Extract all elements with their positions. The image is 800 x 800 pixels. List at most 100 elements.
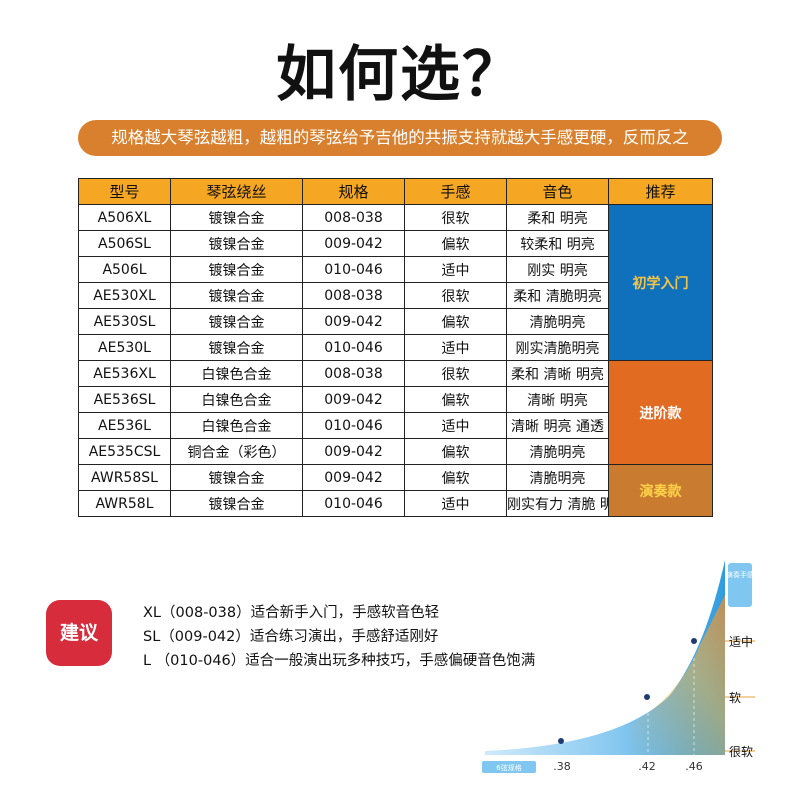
table-row: A506SL 镀镍合金 009-042 偏软 较柔和 明亮 [78, 230, 713, 257]
feel-curve-chart: 演奏手感 6弦规格 .38 .42 .46 很软 软 适中 008-038 00… [482, 560, 755, 773]
x-tick-38: .38 [553, 760, 571, 773]
cell-model: AE536SL [78, 386, 171, 413]
x-tick-46: .46 [685, 760, 703, 773]
cell-winding: 白镍色合金 [170, 412, 303, 439]
cell-tone: 清晰 明亮 [506, 386, 609, 413]
cell-winding: 白镍色合金 [170, 386, 303, 413]
recommend-advanced: 进阶款 [608, 360, 713, 465]
cell-gauge: 009-042 [302, 464, 405, 491]
cell-feel: 偏软 [404, 230, 507, 257]
cell-feel: 很软 [404, 282, 507, 309]
cell-tone: 刚实有力 清脆 明亮 [506, 490, 609, 517]
cell-model: A506L [78, 256, 171, 283]
cell-feel: 适中 [404, 334, 507, 361]
table-row: AWR58L 镀镍合金 010-046 适中 刚实有力 清脆 明亮 [78, 490, 713, 517]
x-title-box [482, 761, 536, 773]
header-winding: 琴弦绕丝 [170, 178, 303, 205]
cell-gauge: 009-042 [302, 230, 405, 257]
cell-winding: 镀镍合金 [170, 282, 303, 309]
table-header-row: 型号 琴弦绕丝 规格 手感 音色 推荐 [78, 178, 713, 205]
cell-gauge: 010-046 [302, 256, 405, 283]
cell-winding: 铜合金（彩色） [170, 438, 303, 465]
cell-model: A506SL [78, 230, 171, 257]
cell-model: AE536L [78, 412, 171, 439]
cell-winding: 镀镍合金 [170, 490, 303, 517]
cell-model: AE530L [78, 334, 171, 361]
y-label-soft: 软 [729, 691, 741, 705]
point-009-042 [644, 694, 650, 700]
table-row: AWR58SL 镀镍合金 009-042 偏软 清脆明亮 演奏款 [78, 464, 713, 517]
advice-list: XL（008-038）适合新手入门，手感软音色轻 SL（009-042）适合练习… [143, 601, 535, 673]
cell-feel: 适中 [404, 490, 507, 517]
cell-gauge: 008-038 [302, 282, 405, 309]
curve-highlight [630, 595, 725, 755]
cell-tone: 柔和 清晰 明亮 [506, 360, 609, 387]
recommend-performance: 演奏款 [608, 464, 713, 517]
cell-gauge: 010-046 [302, 412, 405, 439]
cell-tone: 刚实清脆明亮 [506, 334, 609, 361]
spec-table: 型号 琴弦绕丝 规格 手感 音色 推荐 A506XL 镀镍合金 008-038 … [78, 178, 713, 517]
cell-tone: 刚实 明亮 [506, 256, 609, 283]
cell-gauge: 010-046 [302, 334, 405, 361]
advice-line-xl: XL（008-038）适合新手入门，手感软音色轻 [143, 605, 440, 621]
info-banner: 规格越大琴弦越粗，越粗的琴弦给予吉他的共振支持就越大手感更硬，反而反之 [78, 120, 722, 156]
cell-feel: 偏软 [404, 464, 507, 491]
advice-line-sl: SL（009-042）适合练习演出，手感舒适刚好 [143, 629, 439, 645]
table-row: AE536XL 白镍色合金 008-038 很软 柔和 清晰 明亮 进阶款 [78, 360, 713, 465]
cell-feel: 适中 [404, 412, 507, 439]
cell-model: AE536XL [78, 360, 171, 387]
cell-feel: 偏软 [404, 308, 507, 335]
cell-model: AE535CSL [78, 438, 171, 465]
cell-winding: 白镍色合金 [170, 360, 303, 387]
page-title: 如何选？ [276, 40, 524, 110]
cell-tone: 清脆明亮 [506, 308, 609, 335]
y-label-medium: 适中 [729, 634, 753, 649]
cell-gauge: 009-042 [302, 308, 405, 335]
cell-tone: 较柔和 明亮 [506, 230, 609, 257]
header-gauge: 规格 [302, 178, 405, 205]
table-row: A506XL 镀镍合金 008-038 很软 柔和 明亮 初学入门 [78, 204, 713, 361]
advice-line-l: L （010-046）适合一般演出玩多种技巧，手感偏硬音色饱满 [143, 653, 536, 669]
cell-model: AE530SL [78, 308, 171, 335]
pointer-icon [525, 728, 531, 734]
cell-feel: 很软 [404, 204, 507, 231]
table-row: A506L 镀镍合金 010-046 适中 刚实 明亮 [78, 256, 713, 283]
x-axis-title: 6弦规格 [496, 763, 521, 772]
cell-winding: 镀镍合金 [170, 464, 303, 491]
cell-feel: 偏软 [404, 438, 507, 465]
recommend-beginner: 初学入门 [608, 204, 713, 361]
cell-feel: 很软 [404, 360, 507, 387]
cell-feel: 适中 [404, 256, 507, 283]
cell-model: AE530XL [78, 282, 171, 309]
header-feel: 手感 [404, 178, 507, 205]
header-model: 型号 [78, 178, 171, 205]
cell-model: AWR58L [78, 490, 171, 517]
point-label-009-042: 009-042 [604, 689, 637, 698]
cell-feel: 偏软 [404, 386, 507, 413]
point-label-010-046: 010-046 [656, 637, 689, 646]
pointer-icon [646, 638, 652, 644]
point-008-038 [558, 738, 564, 744]
cell-winding: 镀镍合金 [170, 230, 303, 257]
cell-gauge: 009-042 [302, 386, 405, 413]
cell-gauge: 010-046 [302, 490, 405, 517]
cell-gauge: 008-038 [302, 360, 405, 387]
cell-winding: 镀镍合金 [170, 256, 303, 283]
cell-gauge: 008-038 [302, 204, 405, 231]
cell-tone: 清脆明亮 [506, 464, 609, 491]
cell-gauge: 009-042 [302, 438, 405, 465]
y-axis-title: 演奏手感 [726, 570, 754, 579]
cell-winding: 镀镍合金 [170, 334, 303, 361]
cell-winding: 镀镍合金 [170, 308, 303, 335]
point-010-046 [691, 638, 697, 644]
point-label-008-038: 008-038 [536, 727, 569, 736]
table-row: AE530L 镀镍合金 010-046 适中 刚实清脆明亮 [78, 334, 713, 361]
cell-tone: 柔和 清脆明亮 [506, 282, 609, 309]
table-row: AE530XL 镀镍合金 008-038 很软 柔和 清脆明亮 [78, 282, 713, 309]
cell-tone: 清晰 明亮 通透 [506, 412, 609, 439]
cell-model: A506XL [78, 204, 171, 231]
y-title-box [728, 563, 752, 607]
header-tone: 音色 [506, 178, 609, 205]
y-label-very-soft: 很软 [729, 745, 753, 759]
table-row: AE536SL 白镍色合金 009-042 偏软 清晰 明亮 [78, 386, 713, 413]
